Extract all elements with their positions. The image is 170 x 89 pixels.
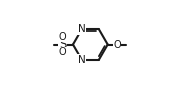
Text: S: S xyxy=(59,38,66,51)
Text: O: O xyxy=(114,40,121,49)
Text: N: N xyxy=(78,24,86,34)
Text: O: O xyxy=(59,47,67,57)
Text: N: N xyxy=(78,55,86,65)
Text: O: O xyxy=(59,32,67,42)
